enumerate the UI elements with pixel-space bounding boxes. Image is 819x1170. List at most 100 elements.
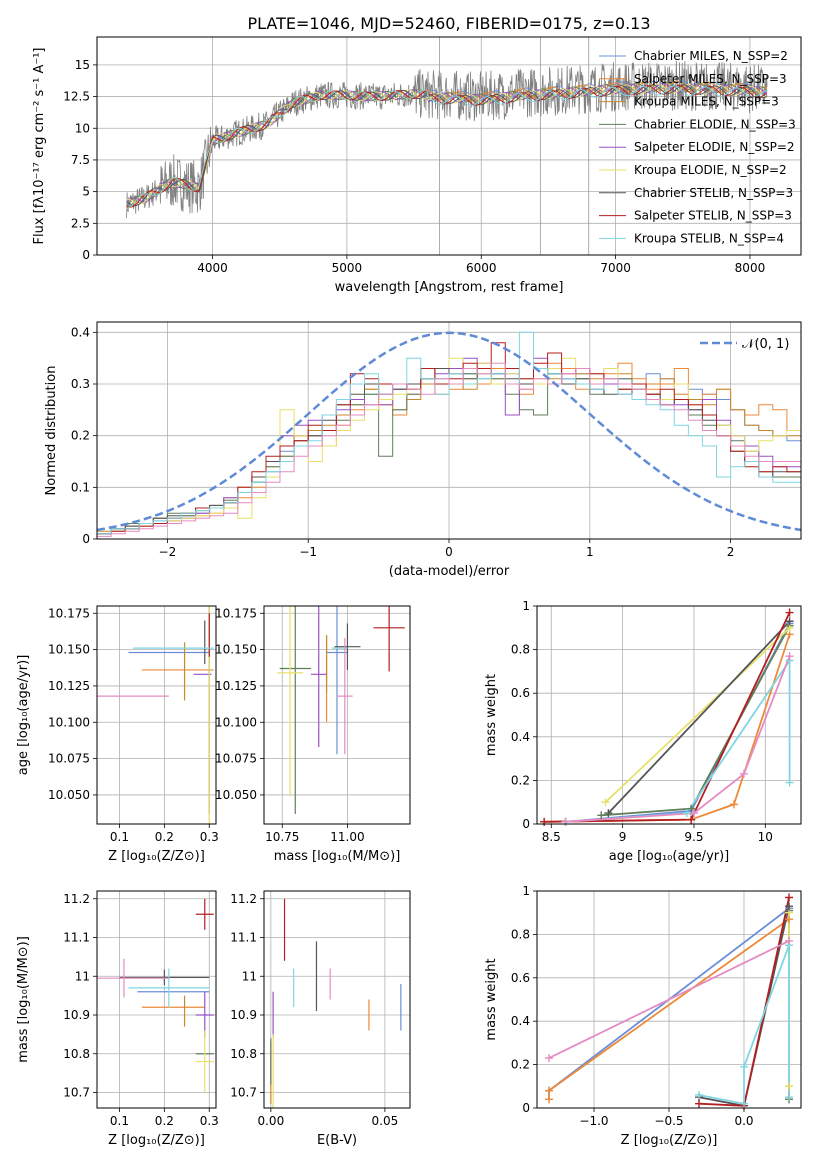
y-tick-label: 7.5 [71,153,90,167]
histogram-kroupa_elodie [97,357,801,535]
y-tick-label: 10 [75,121,90,135]
massweight-marker [729,800,738,809]
axes-frame [263,890,411,1109]
model-line-chabrier_stelib [126,84,768,206]
y-tick-label: 0 [522,817,530,831]
y-tick-label: 11.1 [230,931,257,945]
y-tick-label: 2.5 [71,216,90,230]
massweight-line-chabrier_miles [565,622,791,823]
x-tick-label: 0.3 [200,830,219,844]
y-tick-label: 10.175 [215,606,257,620]
massweight-line-salpeter_stelib [544,612,791,823]
legend-label: Chabrier MILES, N_SSP=2 [634,49,788,63]
legend-label: Chabrier ELODIE, N_SSP=3 [634,117,796,131]
x-tick-label: −1 [299,545,317,559]
axes-frame [96,890,217,1109]
model-line-salpeter_stelib [126,85,768,208]
y-axis-label: Normed distribution [44,366,59,496]
y-tick-label: 11.1 [63,931,90,945]
y-tick-label: 10.075 [48,752,90,766]
x-axis-label: wavelength [Angstrom, rest frame] [335,280,564,295]
y-tick-label: 1 [522,884,530,898]
y-tick-label: 0.4 [511,730,530,744]
x-tick-label: −2 [159,545,177,559]
plot-area-residuals [97,331,801,537]
massweight-marker [545,1086,553,1095]
y-tick-label: 11.2 [63,892,90,906]
massweight-marker [687,815,696,824]
y-tick-label: 10.9 [63,1008,90,1022]
massweight-line-pink [565,655,791,823]
errorbar-pink [97,958,169,998]
plot-area-mass_vs_Z [97,898,214,1093]
figure-title: PLATE=1046, MJD=52460, FIBERID=0175, z=0… [247,14,650,33]
x-tick-label: 10 [758,830,773,844]
x-axis-label: Z [log₁₀(Z/Z⊙)] [108,849,205,864]
y-axis-label: Flux [fλ10⁻¹⁷ erg cm⁻² s⁻¹ A⁻¹] [32,48,47,245]
errorbar-chabrier_miles [326,606,348,755]
legend-label: Salpeter MILES, N_SSP=3 [634,72,787,86]
massweight-marker [604,809,613,818]
panel-spectrum: 4000 5000 6000 7000 8000 0 2.5 5 7.5 10 12.5 15 wave… [32,36,802,295]
y-tick-label: 0.2 [71,429,90,443]
y-tick-label: 10.075 [215,752,257,766]
gaussian-curve [97,331,801,532]
y-tick-label: 10.125 [215,679,257,693]
errorbar-chabrier_stelib [334,623,361,670]
y-axis-label: mass weight [484,958,499,1040]
y-tick-label: 10.125 [48,679,90,693]
x-tick-label: 0.2 [155,1114,174,1128]
y-tick-label: 0 [522,1101,530,1115]
y-tick-label: 11 [75,969,90,983]
axes-frame [96,36,802,256]
errorbar-salpeter_stelib [195,898,214,930]
model-line-kroupa_stelib [126,85,768,210]
y-axis-label: age [log₁₀(age/yr)] [16,655,31,776]
x-axis-label: Z [log₁₀(Z/Z⊙)] [108,1133,205,1148]
legend-label: Kroupa MILES, N_SSP=3 [634,95,779,109]
y-tick-label: 0.1 [71,480,90,494]
y-tick-label: 0 [82,248,90,262]
y-tick-label: 10.7 [230,1086,257,1100]
y-tick-label: 0.2 [511,1058,530,1072]
y-tick-label: 1 [522,599,530,613]
x-tick-label: −0.5 [654,1114,683,1128]
panel-massweight_vs_Z: −1.0 −0.5 0.0 0 0.2 0.4 0.6 0.8 1 Z [log₁₀(Z/Z⊙)]… [484,884,802,1148]
errorbar-kroupa_stelib [128,968,210,1008]
panel-mass_vs_EBV: 0.00 0.05 10.7 10.8 10.9 11 11.1 11.2 E(B-V) [230,890,411,1148]
x-tick-label: 9.5 [684,830,703,844]
massweight-marker [785,936,793,945]
histogram-pink [97,362,801,537]
legend-label: Kroupa STELIB, N_SSP=4 [634,231,784,245]
plot-area-spectrum [126,37,768,255]
y-tick-label: 10.050 [48,788,90,802]
model-line-kroupa_miles [126,81,768,210]
massweight-marker [739,769,748,778]
x-tick-label: 10.75 [265,830,299,844]
y-tick-label: 15 [75,58,90,72]
x-tick-label: 0.0 [734,1114,753,1128]
spectrum-legend: Chabrier MILES, N_SSP=2 Salpeter MILES, N… [599,49,796,245]
x-tick-label: 9 [619,830,627,844]
x-axis-label: mass [log₁₀(M/M⊙)] [274,849,401,864]
errorbar-pink [337,637,353,755]
massweight-marker [785,1093,793,1102]
massweight-marker [785,608,794,617]
panel-age_vs_mass: 10.75 11.00 10.050 10.075 10.100 10.125 10.150… [215,605,411,864]
x-tick-label: 0.1 [110,1114,129,1128]
plot-area-mass_vs_EBV [270,898,402,1108]
massweight-marker [561,817,570,826]
massweight-marker [695,1099,703,1108]
x-tick-label: 5000 [332,261,363,275]
errorbar-kroupa_elodie [195,1030,214,1093]
y-tick-label: 0.2 [511,773,530,787]
massweight-marker [689,809,698,818]
errorbar-salpeter_stelib [373,606,405,672]
errorbar-chabrier_stelib [119,969,210,986]
legend-label: Chabrier STELIB, N_SSP=3 [634,186,793,200]
massweight-marker [540,817,549,826]
x-axis-label: Z [log₁₀(Z/Z⊙)] [621,1133,718,1148]
axes-frame [536,890,802,1109]
y-tick-label: 5 [82,185,90,199]
x-tick-label: 0.1 [110,830,129,844]
